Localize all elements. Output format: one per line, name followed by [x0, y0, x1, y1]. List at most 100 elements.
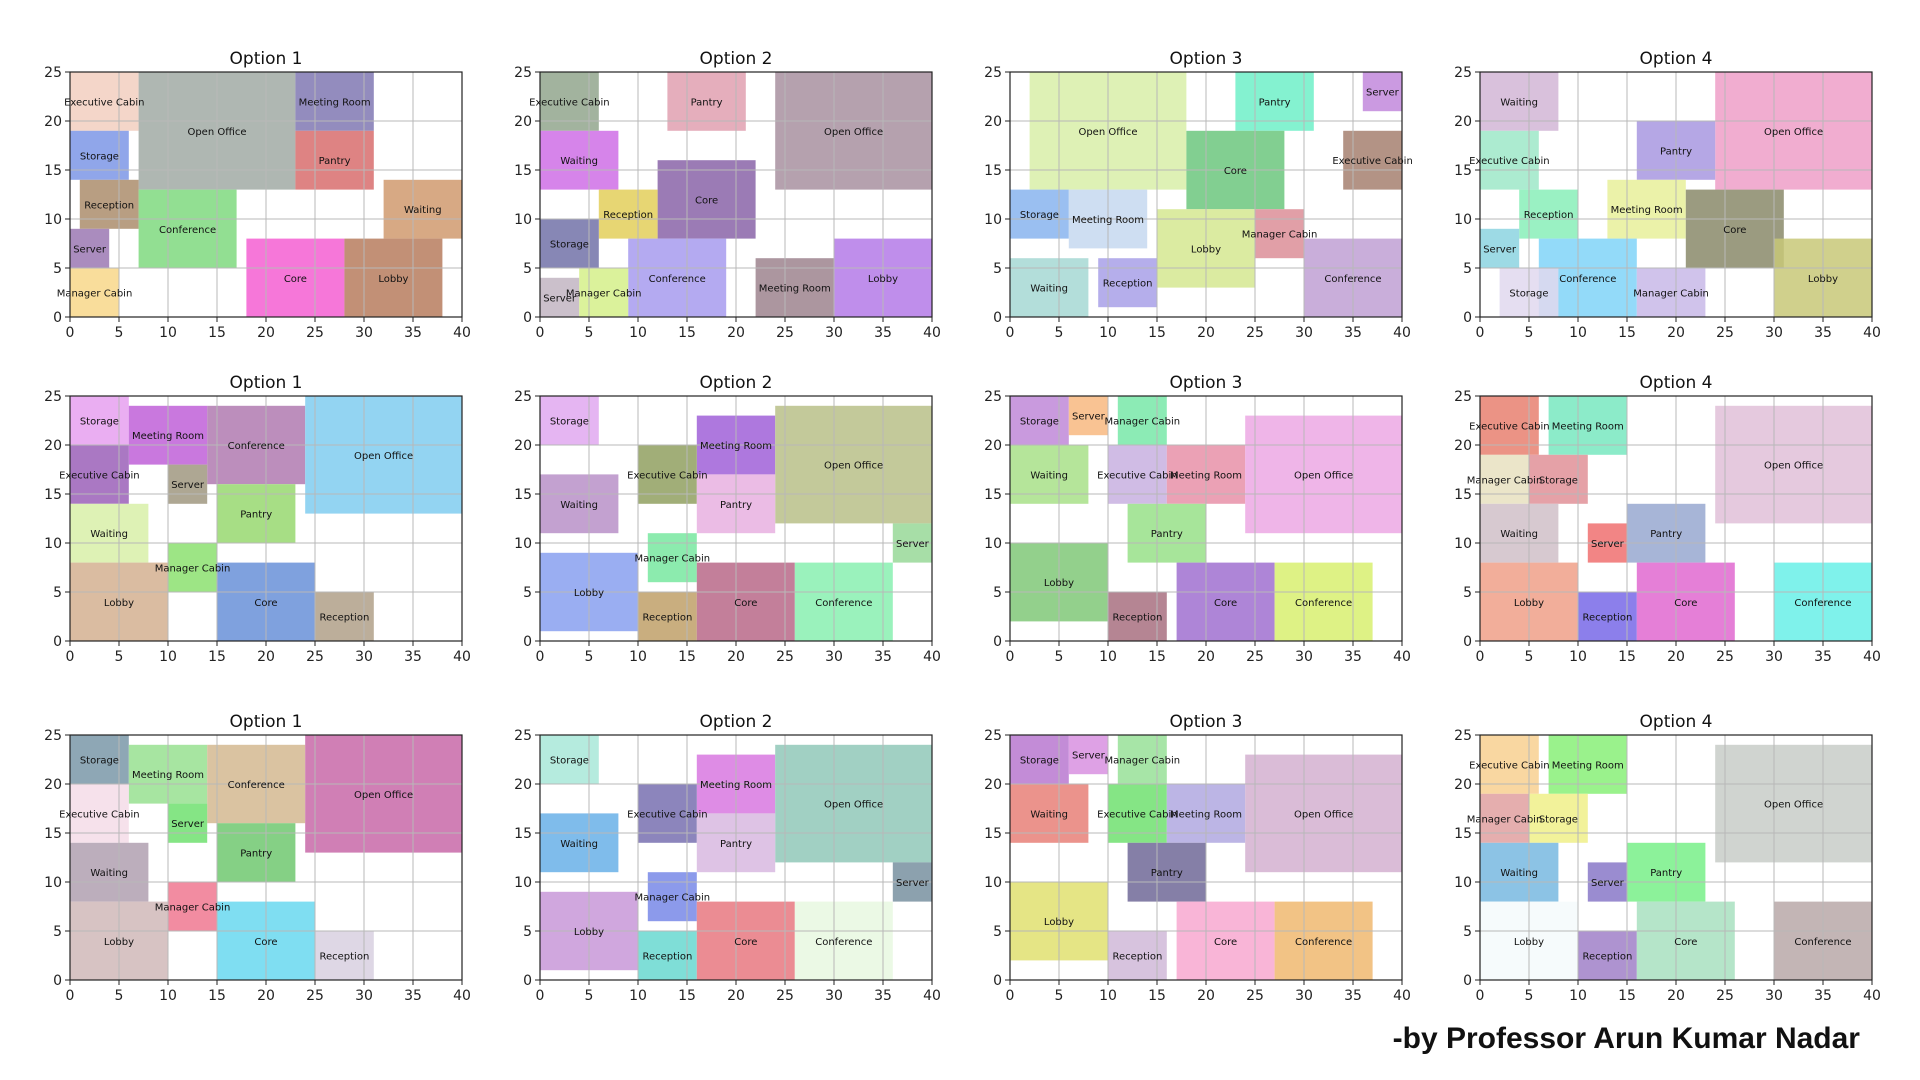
- y-tick-label: 15: [514, 487, 532, 503]
- x-tick-label: 5: [585, 988, 594, 1004]
- x-tick-label: 20: [727, 988, 745, 1004]
- x-tick-label: 5: [585, 649, 594, 665]
- room-label: Conference: [649, 274, 706, 285]
- room-block: [1480, 793, 1529, 843]
- panel-title: Option 4: [1640, 49, 1713, 69]
- x-tick-label: 30: [1295, 988, 1313, 1004]
- room-label: Conference: [228, 780, 285, 791]
- x-tick-label: 10: [629, 325, 647, 341]
- room-label: Lobby: [104, 937, 134, 948]
- y-tick-label: 0: [993, 973, 1002, 989]
- y-tick-label: 10: [514, 536, 532, 552]
- room-label: Reception: [1112, 613, 1162, 624]
- x-tick-label: 35: [404, 325, 422, 341]
- y-tick-label: 5: [993, 585, 1002, 601]
- panel-title: Option 2: [700, 373, 773, 393]
- room-block: [1245, 754, 1402, 873]
- y-tick-label: 20: [44, 114, 62, 130]
- room-label: Server: [896, 539, 930, 550]
- y-tick-label: 10: [1454, 212, 1472, 228]
- room-label: Server: [73, 244, 107, 255]
- room-block: [540, 277, 580, 317]
- room-label: Pantry: [1259, 97, 1291, 108]
- room-block: [70, 228, 110, 268]
- room-label: Manager Cabin: [57, 289, 133, 300]
- room-block: [1117, 735, 1167, 784]
- x-tick-label: 10: [1099, 325, 1117, 341]
- room-label: Reception: [84, 200, 134, 211]
- x-tick-label: 40: [1393, 988, 1411, 1004]
- room-block: [1127, 842, 1206, 902]
- y-tick-label: 20: [984, 114, 1002, 130]
- y-tick-label: 5: [1463, 261, 1472, 277]
- room-label: Manager Cabin: [566, 289, 642, 300]
- room-label: Executive Cabin: [59, 470, 139, 481]
- y-tick-label: 25: [44, 728, 62, 744]
- y-tick-label: 25: [1454, 389, 1472, 405]
- y-tick-label: 5: [1463, 585, 1472, 601]
- y-tick-label: 10: [44, 875, 62, 891]
- x-tick-label: 20: [257, 988, 275, 1004]
- room-label: Manager Cabin: [155, 564, 231, 575]
- room-label: Open Office: [1764, 127, 1823, 138]
- room-block: [647, 872, 697, 922]
- x-tick-label: 15: [208, 988, 226, 1004]
- x-tick-label: 15: [1148, 325, 1166, 341]
- room-label: Conference: [1794, 598, 1851, 609]
- y-tick-label: 10: [1454, 536, 1472, 552]
- room-label: Waiting: [1500, 868, 1538, 879]
- x-tick-label: 35: [1814, 649, 1832, 665]
- floor-plan-panel: Storage Meeting Room Open Office Waiting Exe…: [514, 712, 941, 1004]
- room-label: Conference: [159, 225, 216, 236]
- x-tick-label: 35: [1344, 988, 1362, 1004]
- y-tick-label: 15: [1454, 487, 1472, 503]
- room-block: [1480, 503, 1559, 563]
- y-tick-label: 5: [523, 261, 532, 277]
- room-label: Waiting: [1030, 284, 1068, 295]
- room-label: Conference: [815, 937, 872, 948]
- x-tick-label: 20: [1667, 988, 1685, 1004]
- floor-plan-panel: Storage Meeting Room Conference Open Office…: [44, 373, 471, 665]
- x-tick-label: 10: [1569, 649, 1587, 665]
- y-tick-label: 0: [53, 310, 62, 326]
- room-block: [1636, 268, 1706, 317]
- y-tick-label: 10: [44, 212, 62, 228]
- y-tick-label: 0: [993, 634, 1002, 650]
- room-block: [1685, 189, 1784, 268]
- room-label: Waiting: [1030, 470, 1068, 481]
- x-tick-label: 25: [1246, 988, 1264, 1004]
- y-tick-label: 25: [514, 728, 532, 744]
- room-block: [1068, 735, 1108, 775]
- y-tick-label: 25: [1454, 728, 1472, 744]
- room-label: Storage: [80, 756, 119, 767]
- x-tick-label: 35: [404, 988, 422, 1004]
- room-label: Executive Cabin: [627, 809, 707, 820]
- x-tick-label: 15: [678, 325, 696, 341]
- room-label: Waiting: [1500, 529, 1538, 540]
- room-block: [1627, 503, 1706, 563]
- room-block: [598, 189, 658, 239]
- room-block: [1068, 396, 1108, 436]
- room-label: Lobby: [1808, 274, 1838, 285]
- room-label: Waiting: [90, 529, 128, 540]
- x-tick-label: 30: [825, 649, 843, 665]
- x-tick-label: 0: [1006, 325, 1015, 341]
- y-tick-label: 20: [44, 777, 62, 793]
- x-tick-label: 25: [1716, 988, 1734, 1004]
- room-label: Core: [734, 598, 757, 609]
- y-tick-label: 15: [984, 487, 1002, 503]
- x-tick-label: 0: [1476, 325, 1485, 341]
- x-tick-label: 40: [1863, 649, 1881, 665]
- x-tick-label: 20: [727, 649, 745, 665]
- room-label: Meeting Room: [132, 431, 204, 442]
- y-tick-label: 5: [53, 585, 62, 601]
- y-tick-label: 15: [44, 163, 62, 179]
- x-tick-label: 25: [306, 649, 324, 665]
- x-tick-label: 5: [1055, 325, 1064, 341]
- room-label: Meeting Room: [759, 284, 831, 295]
- y-tick-label: 0: [53, 973, 62, 989]
- room-block: [1480, 842, 1559, 902]
- room-label: Lobby: [1191, 244, 1221, 255]
- room-label: Meeting Room: [1072, 215, 1144, 226]
- x-tick-label: 20: [1667, 325, 1685, 341]
